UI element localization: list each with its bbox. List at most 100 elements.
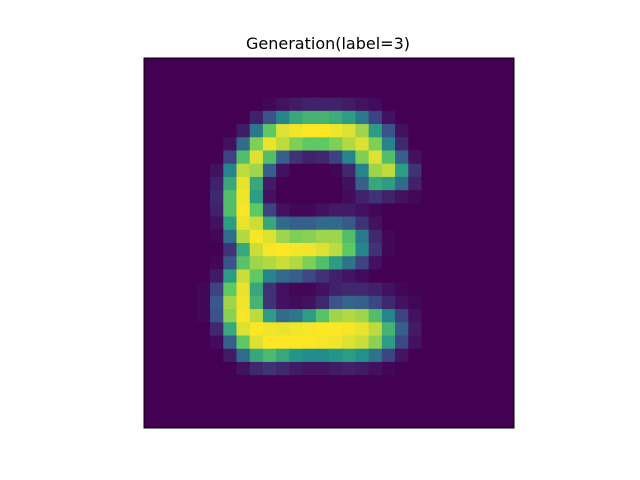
heatmap-cell <box>487 190 502 204</box>
heatmap-cell <box>342 243 356 257</box>
heatmap-cell <box>210 203 224 217</box>
heatmap-cell <box>276 190 290 204</box>
heatmap-cell <box>421 216 436 231</box>
heatmap-cell <box>144 58 158 72</box>
heatmap-cell <box>355 388 370 402</box>
heatmap-cell <box>500 335 515 350</box>
heatmap-cell <box>381 309 396 323</box>
heatmap-cell <box>183 150 198 165</box>
heatmap-cell <box>487 243 502 257</box>
heatmap-cell <box>223 176 237 191</box>
heatmap-cell <box>408 361 422 376</box>
heatmap-cell <box>447 414 462 429</box>
heatmap-cell <box>302 163 317 178</box>
heatmap-cell <box>395 58 409 72</box>
heatmap-cell <box>421 229 436 244</box>
heatmap-cell <box>289 190 303 204</box>
heatmap-cell <box>170 84 185 99</box>
heatmap-cell <box>461 216 475 231</box>
heatmap-cell <box>157 269 171 284</box>
heatmap-cell <box>408 203 422 217</box>
heatmap-cell <box>236 176 251 191</box>
heatmap-cell <box>262 256 277 270</box>
heatmap-cell <box>276 163 290 178</box>
heatmap-cell <box>447 97 462 112</box>
heatmap-cell <box>342 58 356 72</box>
heatmap-cell <box>262 137 277 151</box>
heatmap-cell <box>236 256 251 270</box>
heatmap-cell <box>262 110 277 125</box>
heatmap-cell <box>408 375 422 389</box>
heatmap-cell <box>223 388 237 402</box>
heatmap-cell <box>447 388 462 402</box>
heatmap-cell <box>461 401 475 416</box>
heatmap-cell <box>461 335 475 350</box>
heatmap-cell <box>262 348 277 363</box>
heatmap-cell <box>183 348 198 363</box>
heatmap-cell <box>421 150 436 165</box>
heatmap-cell <box>144 84 158 99</box>
heatmap-cell <box>461 361 475 376</box>
heatmap-cell <box>421 322 436 336</box>
heatmap-cell <box>157 282 171 297</box>
heatmap-cell <box>408 71 422 85</box>
heatmap-cell <box>183 322 198 336</box>
heatmap-cell <box>210 361 224 376</box>
heatmap-cell <box>170 309 185 323</box>
heatmap-cell <box>289 361 303 376</box>
heatmap-cell <box>408 243 422 257</box>
heatmap-cell <box>236 282 251 297</box>
heatmap-cell <box>355 414 370 429</box>
heatmap-cell <box>474 216 488 231</box>
heatmap-cell <box>223 414 237 429</box>
heatmap-cell <box>395 269 409 284</box>
heatmap-cell <box>144 388 158 402</box>
heatmap-cell <box>500 176 515 191</box>
heatmap-cell <box>474 335 488 350</box>
heatmap-cell <box>329 150 343 165</box>
heatmap-cell <box>196 322 211 336</box>
heatmap-cell <box>262 401 277 416</box>
heatmap-cell <box>381 110 396 125</box>
heatmap-cell <box>210 229 224 244</box>
heatmap-cell <box>487 388 502 402</box>
heatmap-cell <box>170 414 185 429</box>
heatmap-cell <box>342 163 356 178</box>
heatmap-cell <box>183 176 198 191</box>
heatmap-cell <box>170 335 185 350</box>
heatmap-cell <box>183 190 198 204</box>
heatmap-cell <box>447 84 462 99</box>
heatmap-cell <box>461 124 475 138</box>
heatmap-cell <box>183 401 198 416</box>
heatmap-cell <box>236 229 251 244</box>
heatmap-cell <box>302 401 317 416</box>
heatmap-cell <box>315 150 330 165</box>
heatmap-cell <box>210 216 224 231</box>
heatmap-cell <box>500 388 515 402</box>
heatmap-cell <box>355 71 370 85</box>
heatmap-cell <box>144 110 158 125</box>
heatmap-cell <box>329 295 343 310</box>
heatmap-cell <box>223 84 237 99</box>
heatmap-cell <box>210 150 224 165</box>
heatmap-cell <box>487 97 502 112</box>
heatmap-cell <box>210 322 224 336</box>
heatmap-cell <box>249 216 264 231</box>
heatmap-cell <box>170 348 185 363</box>
heatmap-cell <box>249 322 264 336</box>
heatmap-cell <box>289 309 303 323</box>
heatmap-cell <box>157 84 171 99</box>
heatmap-cell <box>276 150 290 165</box>
heatmap-cell <box>408 269 422 284</box>
heatmap-cell <box>395 176 409 191</box>
heatmap-cell <box>157 309 171 323</box>
heatmap-cell <box>342 388 356 402</box>
heatmap-cell <box>421 309 436 323</box>
heatmap-cell <box>447 216 462 231</box>
heatmap-cell <box>236 84 251 99</box>
heatmap-cell <box>395 361 409 376</box>
heatmap-cell <box>183 309 198 323</box>
heatmap-cell <box>342 295 356 310</box>
heatmap-cell <box>368 269 383 284</box>
heatmap-cell <box>249 256 264 270</box>
